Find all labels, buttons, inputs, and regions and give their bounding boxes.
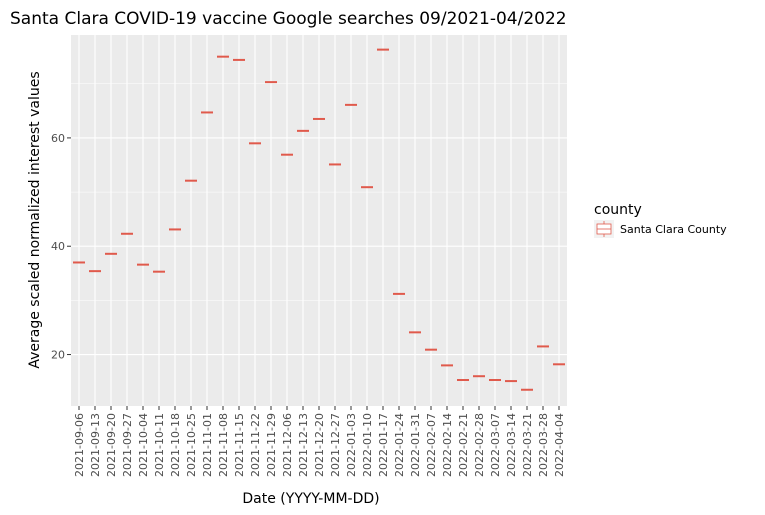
x-tick-label: 2022-03-28 (537, 413, 550, 477)
box-median-mark (137, 263, 149, 266)
x-tick-label: 2021-11-15 (233, 413, 246, 477)
x-tick-label: 2021-10-25 (185, 413, 198, 477)
gridlines (71, 35, 567, 406)
y-tick-label: 60 (51, 132, 65, 145)
x-tick-label: 2022-03-07 (489, 413, 502, 477)
x-tick-label: 2022-02-28 (473, 413, 486, 477)
box-median-mark (73, 261, 85, 264)
x-axis-ticks: 2021-09-06 2021-09-13 2021-09-20 2021-09-27… (73, 406, 566, 477)
x-tick-label: 2021-11-08 (217, 413, 230, 477)
box-median-mark (473, 375, 485, 378)
y-axis-title: Average scaled normalized interest value… (27, 71, 43, 368)
x-tick-label: 2021-09-27 (121, 413, 134, 477)
x-axis-title: Date (YYYY-MM-DD) (242, 491, 379, 507)
box-median-mark (121, 232, 133, 235)
x-tick-label: 2022-02-21 (457, 413, 470, 477)
x-tick-label: 2021-10-04 (137, 413, 150, 477)
box-median-mark (489, 379, 501, 382)
legend-title: county (594, 202, 642, 218)
box-median-mark (393, 292, 405, 295)
legend-label: Santa Clara County (620, 223, 727, 236)
x-tick-label: 2022-04-04 (553, 413, 566, 477)
box-median-mark (89, 270, 101, 273)
box-median-mark (313, 117, 325, 120)
box-median-mark (521, 388, 533, 391)
x-tick-label: 2022-03-14 (505, 413, 518, 477)
legend: county Santa Clara County (594, 202, 727, 238)
x-tick-label: 2022-01-10 (361, 413, 374, 477)
box-median-mark (169, 228, 181, 231)
box-median-mark (281, 153, 293, 156)
box-median-mark (249, 142, 261, 145)
x-tick-label: 2022-02-14 (441, 413, 454, 477)
x-tick-label: 2022-01-24 (393, 413, 406, 477)
x-tick-label: 2021-11-22 (249, 413, 262, 477)
x-tick-label: 2021-10-18 (169, 413, 182, 477)
x-tick-label: 2021-11-29 (265, 413, 278, 477)
x-tick-label: 2022-01-17 (377, 413, 390, 477)
box-median-mark (377, 48, 389, 51)
box-median-mark (345, 103, 357, 106)
box-median-mark (409, 331, 421, 334)
box-median-mark (553, 363, 565, 366)
x-tick-label: 2021-12-13 (297, 413, 310, 477)
box-median-mark (537, 345, 549, 348)
x-tick-label: 2021-12-06 (281, 413, 294, 477)
x-tick-label: 2021-09-20 (105, 413, 118, 477)
box-median-mark (505, 380, 517, 383)
x-tick-label: 2021-11-01 (201, 413, 214, 477)
box-median-mark (201, 111, 213, 114)
box-median-mark (153, 270, 165, 273)
x-tick-label: 2021-09-06 (73, 413, 86, 477)
x-tick-label: 2022-01-31 (409, 413, 422, 477)
box-median-mark (105, 252, 117, 255)
x-tick-label: 2021-12-20 (313, 413, 326, 477)
box-median-mark (457, 379, 469, 382)
box-median-mark (297, 129, 309, 132)
x-tick-label: 2022-03-21 (521, 413, 534, 477)
data-marks (73, 48, 565, 391)
box-median-mark (329, 163, 341, 166)
box-median-mark (233, 58, 245, 61)
x-tick-label: 2021-10-11 (153, 413, 166, 477)
box-median-mark (265, 81, 277, 84)
x-tick-label: 2022-02-07 (425, 413, 438, 477)
box-median-mark (361, 186, 373, 189)
x-tick-label: 2022-01-03 (345, 413, 358, 477)
box-median-mark (441, 364, 453, 367)
box-median-mark (217, 55, 229, 58)
y-tick-label: 40 (51, 240, 65, 253)
y-tick-label: 20 (51, 349, 65, 362)
x-tick-label: 2021-09-13 (89, 413, 102, 477)
chart-title: Santa Clara COVID-19 vaccine Google sear… (10, 9, 567, 29)
x-tick-label: 2021-12-27 (329, 413, 342, 477)
box-median-mark (185, 179, 197, 182)
y-axis-ticks: 20 40 60 (51, 132, 71, 362)
box-median-mark (425, 348, 437, 351)
